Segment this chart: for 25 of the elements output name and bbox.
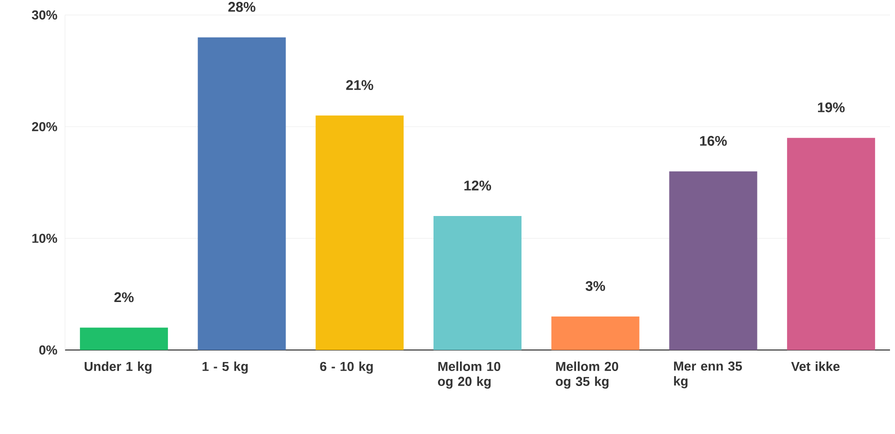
data-label: 28% [228, 2, 256, 12]
bar [551, 316, 640, 350]
x-tick-label: Mellom 10 og 20 kg [438, 362, 500, 389]
data-label: 3% [586, 281, 606, 291]
y-tick-label: 0% [39, 345, 58, 355]
x-tick-label: Mellom 20 og 35 kg [556, 362, 618, 389]
bar [80, 328, 168, 350]
x-tick-label: Vet ikke [791, 362, 840, 372]
x-tick-label: 6 - 10 kg [320, 362, 373, 374]
y-tick-label: 30% [32, 10, 58, 20]
data-label: 2% [114, 292, 134, 302]
y-tick-label: 20% [32, 122, 58, 132]
bar [316, 115, 404, 350]
bar [669, 171, 758, 350]
data-label: 19% [818, 102, 845, 112]
bar [434, 216, 522, 350]
x-tick-label: Mer enn 35 kg [674, 362, 742, 388]
bar [787, 138, 876, 350]
data-label: 16% [700, 136, 727, 146]
x-tick-label: 1 - 5 kg [202, 362, 248, 374]
data-label: 21% [346, 80, 374, 90]
bar [198, 37, 286, 350]
y-tick-label: 10% [32, 234, 58, 243]
data-label: 12% [464, 180, 492, 190]
x-tick-label: Under 1 kg [84, 362, 152, 374]
